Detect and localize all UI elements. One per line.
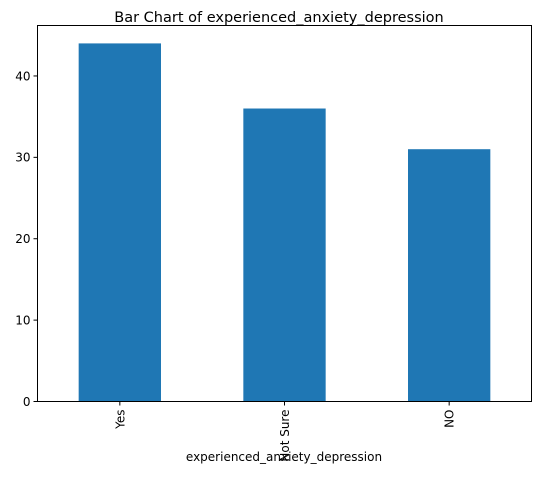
plot-frame xyxy=(37,25,532,402)
bars-group xyxy=(78,43,491,402)
bar xyxy=(408,149,491,402)
y-tick-label: 10 xyxy=(15,313,30,327)
x-tick-label: Yes xyxy=(113,410,127,430)
x-axis: Yes Not Sure NO xyxy=(113,401,457,462)
chart-title: Bar Chart of experienced_anxiety_depress… xyxy=(114,10,443,26)
y-tick-label: 20 xyxy=(15,232,30,246)
y-tick-label: 30 xyxy=(15,151,30,165)
x-tick-label: Not Sure xyxy=(278,410,292,462)
y-axis: 0 10 20 30 40 xyxy=(15,69,38,409)
x-tick-label: NO xyxy=(443,410,457,428)
x-axis-label: experienced_anxiety_depression xyxy=(186,450,382,464)
y-tick-label: 40 xyxy=(15,69,30,83)
bar xyxy=(78,43,161,402)
bar xyxy=(243,108,326,402)
y-tick-label: 0 xyxy=(23,395,31,409)
